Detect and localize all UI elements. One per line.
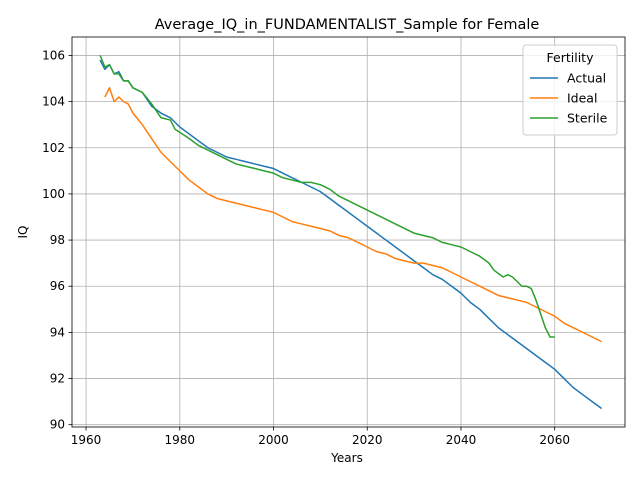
x-tick-label: 2020 (352, 433, 383, 447)
x-tick-label: 2000 (258, 433, 289, 447)
legend-entries: Actual Ideal Sterile (530, 71, 608, 126)
y-tick-label: 96 (50, 279, 65, 293)
y-tick-label: 98 (50, 233, 65, 247)
y-tick-label: 104 (42, 95, 65, 109)
y-tick-label: 102 (42, 141, 65, 155)
legend-label-ideal: Ideal (567, 91, 597, 106)
legend-title: Fertility (547, 50, 595, 65)
x-tick-label: 2060 (539, 433, 570, 447)
legend-label-sterile: Sterile (567, 111, 608, 126)
y-tick-label: 100 (42, 187, 65, 201)
series-line-sterile (99, 55, 555, 338)
y-tick-label: 92 (50, 372, 65, 386)
series-lines (99, 55, 603, 410)
y-axis-label: IQ (16, 226, 30, 239)
x-tick-label: 1960 (71, 433, 102, 447)
x-axis-label: Years (330, 451, 363, 465)
x-tick-label: 2040 (446, 433, 477, 447)
x-tick-label: 1980 (165, 433, 196, 447)
y-tick-label: 90 (50, 418, 65, 432)
chart-title: Average_IQ_in_FUNDAMENTALIST_Sample for … (155, 17, 540, 33)
legend-box (522, 44, 618, 136)
axis-ticks: 1960 1980 2000 2020 2040 2060 90 92 94 96 98 100 102… (42, 48, 570, 447)
legend-label-actual: Actual (567, 71, 606, 86)
axes-frame (71, 36, 626, 428)
plot-area-border (71, 36, 626, 428)
series-line-ideal (104, 87, 602, 343)
y-tick-label: 94 (50, 325, 65, 339)
legend: Fertility Actual Ideal Sterile (522, 44, 618, 136)
y-tick-label: 106 (42, 48, 65, 62)
